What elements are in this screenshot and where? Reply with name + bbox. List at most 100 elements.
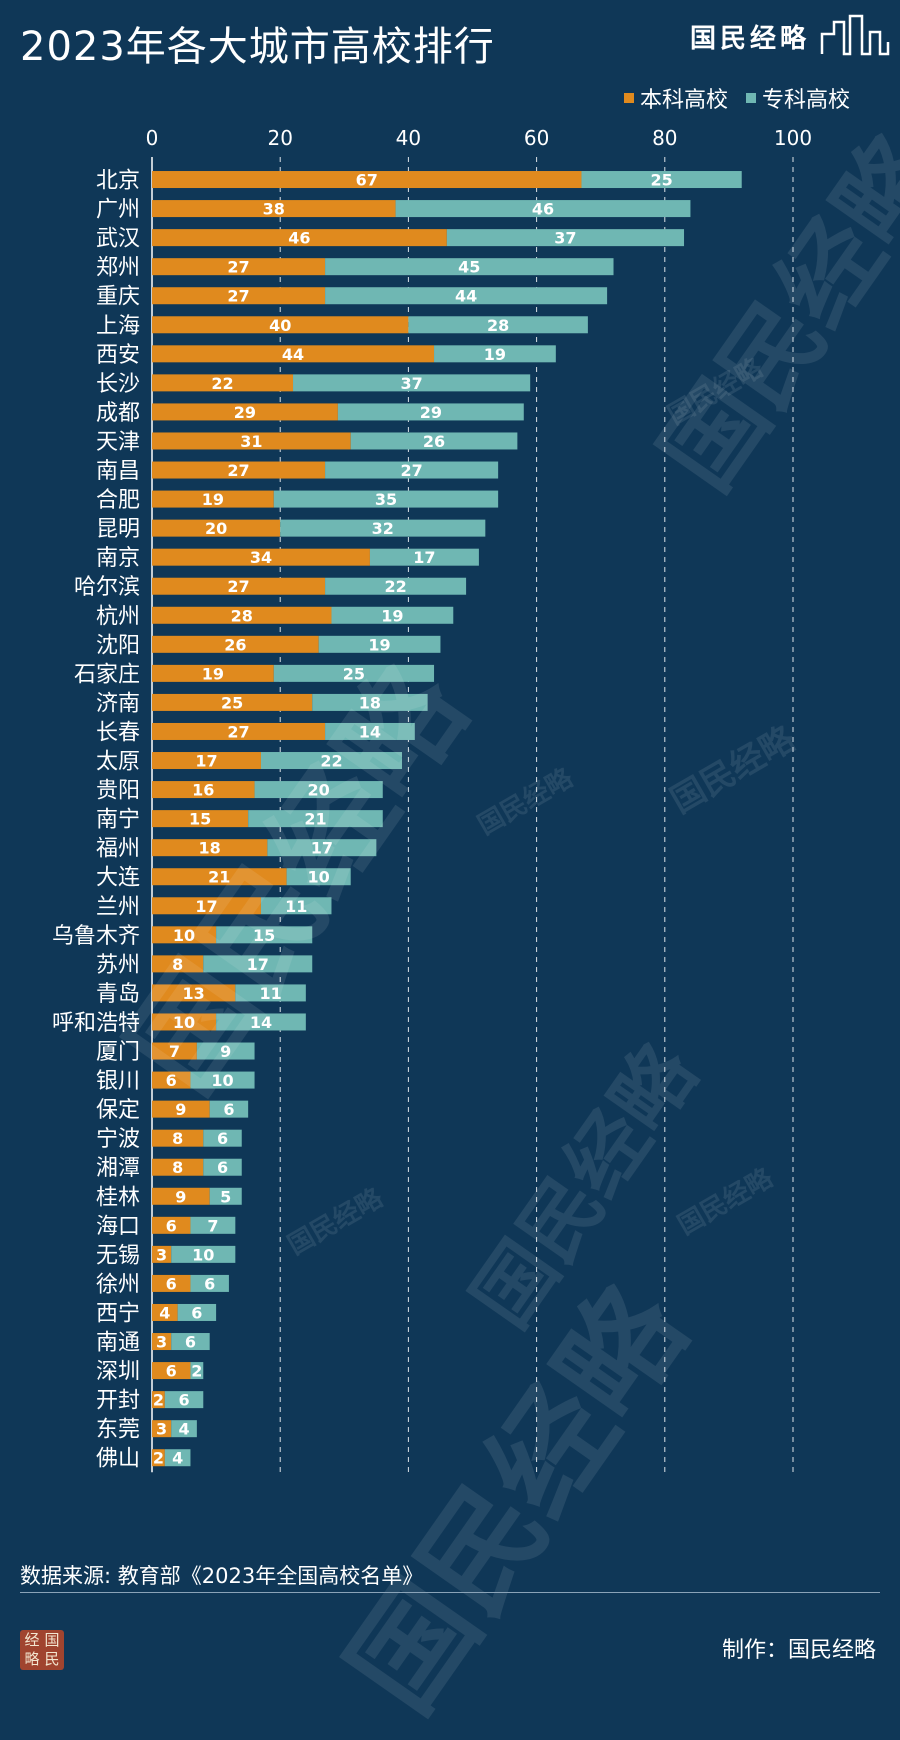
bar-vocational [177,1303,217,1321]
bar-undergrad [152,374,294,392]
x-tick-label: 80 [652,126,677,150]
data-label-vocational: 45 [458,258,480,277]
data-label-undergrad: 15 [189,810,211,829]
footer-divider [20,1592,880,1593]
data-label-vocational: 11 [285,897,307,916]
category-label: 长沙 [96,372,140,397]
data-label-vocational: 29 [420,403,442,422]
data-label-vocational: 19 [368,635,390,654]
category-label: 东莞 [96,1418,140,1443]
data-label-vocational: 19 [381,606,403,625]
data-label-vocational: 25 [343,664,365,683]
bar-undergrad [152,810,249,828]
data-label-undergrad: 9 [175,1187,186,1206]
data-label-vocational: 6 [204,1274,215,1293]
data-label-vocational: 18 [359,693,381,712]
data-label-undergrad: 3 [156,1245,167,1264]
bar-undergrad [152,461,326,479]
bar-undergrad [152,635,319,653]
bar-vocational [164,1449,191,1467]
bar-undergrad [152,1420,172,1438]
category-label: 开封 [96,1389,140,1414]
category-label: 广州 [96,198,140,223]
bar-undergrad [152,984,236,1002]
bar-undergrad [152,868,287,886]
category-label: 兰州 [96,895,140,920]
legend-label-undergrad: 本科高校 [639,88,728,113]
data-label-undergrad: 6 [166,1274,177,1293]
bar-vocational [280,519,486,537]
bar-undergrad [152,1391,165,1409]
data-label-vocational: 27 [400,461,422,480]
data-label-vocational: 20 [308,781,330,800]
data-label-vocational: 35 [375,490,397,509]
brand-text: 国民经略 [690,24,811,54]
bar-undergrad [152,1245,172,1263]
data-label-vocational: 37 [400,374,422,393]
skyline-icon [820,14,890,56]
data-label-undergrad: 19 [202,664,224,683]
data-label-undergrad: 9 [175,1100,186,1119]
data-label-undergrad: 2 [153,1391,164,1410]
category-label: 重庆 [96,285,140,310]
data-label-vocational: 14 [359,722,381,741]
data-label-vocational: 25 [650,171,672,190]
data-label-undergrad: 3 [156,1333,167,1352]
category-label: 贵阳 [96,779,140,804]
bar-undergrad [152,200,396,218]
bar-undergrad [152,1158,204,1176]
footer-logo-char: 国 [44,1631,60,1649]
bar-undergrad [152,897,261,915]
legend-swatch-undergrad [623,93,634,103]
data-label-undergrad: 25 [221,693,243,712]
data-label-vocational: 46 [532,200,554,219]
footer-logo-char: 经 [24,1631,40,1649]
x-tick-label: 20 [267,126,292,150]
bar-undergrad [152,752,261,770]
category-label: 昆明 [96,517,140,542]
data-label-vocational: 7 [207,1216,218,1235]
legend-swatch-vocational [745,93,756,103]
category-label: 青岛 [96,982,140,1007]
bar-vocational [337,403,524,421]
category-label: 北京 [96,169,140,194]
data-label-undergrad: 38 [263,200,285,219]
data-label-undergrad: 40 [269,316,291,335]
bar-vocational [190,1071,255,1089]
data-label-vocational: 17 [311,839,333,858]
bar-vocational [254,781,383,799]
bar-vocational [312,693,428,711]
bar-undergrad [152,1216,191,1234]
bar-vocational [325,577,467,595]
category-label: 南昌 [96,459,140,484]
data-label-undergrad: 21 [208,868,230,887]
x-tick-label: 60 [524,126,549,150]
data-label-undergrad: 20 [205,519,227,538]
bar-vocational [190,1362,204,1380]
data-label-vocational: 11 [259,984,281,1003]
bar-vocational [203,955,313,973]
data-label-vocational: 10 [192,1245,214,1264]
data-label-vocational: 21 [304,810,326,829]
data-label-vocational: 17 [413,548,435,567]
data-label-undergrad: 6 [166,1216,177,1235]
bar-undergrad [152,345,435,363]
bar-undergrad [152,722,326,740]
data-label-vocational: 17 [247,955,269,974]
category-label: 福州 [96,837,140,862]
bar-undergrad [152,1129,204,1147]
bar-undergrad [152,1071,191,1089]
category-label: 佛山 [96,1447,140,1472]
bar-undergrad [152,287,326,305]
data-label-undergrad: 26 [224,635,246,654]
data-label-undergrad: 44 [282,345,304,364]
data-label-undergrad: 27 [227,461,249,480]
data-label-undergrad: 46 [288,229,310,248]
data-label-undergrad: 18 [199,839,221,858]
bar-vocational [273,664,435,682]
bar-undergrad [152,781,255,799]
bar-undergrad [152,664,274,682]
data-label-undergrad: 67 [356,171,378,190]
category-label: 西安 [96,343,140,368]
category-label: 乌鲁木齐 [52,924,140,949]
